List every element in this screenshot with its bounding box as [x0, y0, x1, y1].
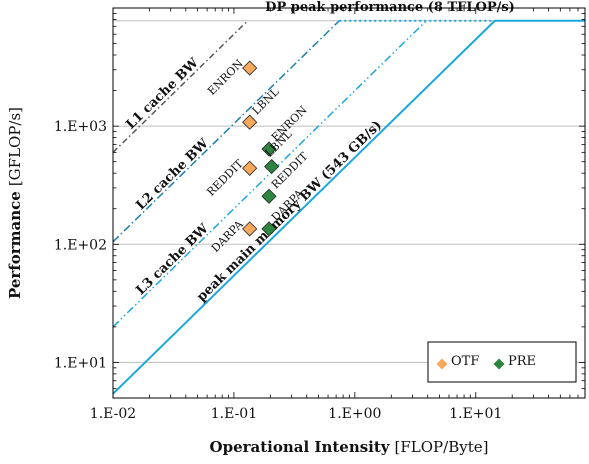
peak-performance-label: DP peak performance (8 TFLOP/s): [265, 0, 515, 15]
x-axis-title: Operational Intensity [FLOP/Byte]: [210, 438, 489, 456]
data-points: [242, 60, 280, 237]
x-tick-label: 1.E+00: [328, 406, 381, 422]
legend: OTF PRE: [427, 341, 577, 383]
l1-cache-label: L1 cache BW: [123, 55, 202, 132]
axis-ticks: 1.E-02 1.E-01 1.E+00 1.E+01 1.E+01 1.E+02 1.E+…: [54, 8, 586, 422]
pre-point-enron: [261, 141, 277, 157]
roofline-labels: DP peak performance (8 TFLOP/s) L1 cache …: [123, 0, 514, 305]
legend-label-pre: PRE: [508, 354, 536, 369]
l3-bandwidth-roof: [112, 20, 427, 328]
pre-point-reddit: [261, 188, 277, 204]
x-axis-title-bold: Operational Intensity: [210, 438, 391, 456]
otf-point-darpa: [242, 221, 258, 237]
x-tick-label: 1.E-02: [90, 406, 136, 422]
x-axis-title-unit: [FLOP/Byte]: [395, 438, 489, 456]
point-label-enron: ENRON: [205, 57, 246, 98]
y-tick-label: 1.E+01: [54, 355, 107, 371]
memory-bandwidth-roof: [112, 20, 496, 395]
pre-point-lbnl: [264, 158, 280, 175]
y-axis-title-bold: Performance: [6, 191, 24, 299]
legend-swatch-otf: [436, 358, 448, 370]
x-tick-label: 1.E-01: [211, 406, 257, 422]
x-tick-label: 1.E+01: [449, 406, 502, 422]
legend-label-otf: OTF: [451, 354, 479, 369]
otf-point-lbnl: [242, 114, 258, 130]
y-axis-title-unit: [GFLOP/s]: [6, 107, 24, 186]
pre-point-darpa: [261, 221, 277, 237]
otf-point-reddit: [242, 160, 258, 176]
l1-bandwidth-roof: [112, 20, 249, 153]
y-axis-title: Performance [GFLOP/s]: [6, 107, 24, 299]
y-tick-label: 1.E+03: [54, 119, 107, 135]
l3-cache-label: L3 cache BW: [133, 221, 212, 298]
roofline-lines: [112, 19, 585, 395]
point-label-lbnl: LBNL: [250, 85, 283, 118]
l2-bandwidth-roof: [112, 20, 340, 243]
l2-cache-label: L2 cache BW: [133, 136, 212, 213]
y-tick-label: 1.E+02: [54, 237, 107, 253]
legend-swatch-pre: [493, 358, 505, 370]
point-label-reddit: REDDIT: [204, 157, 246, 199]
otf-point-enron: [242, 60, 258, 76]
